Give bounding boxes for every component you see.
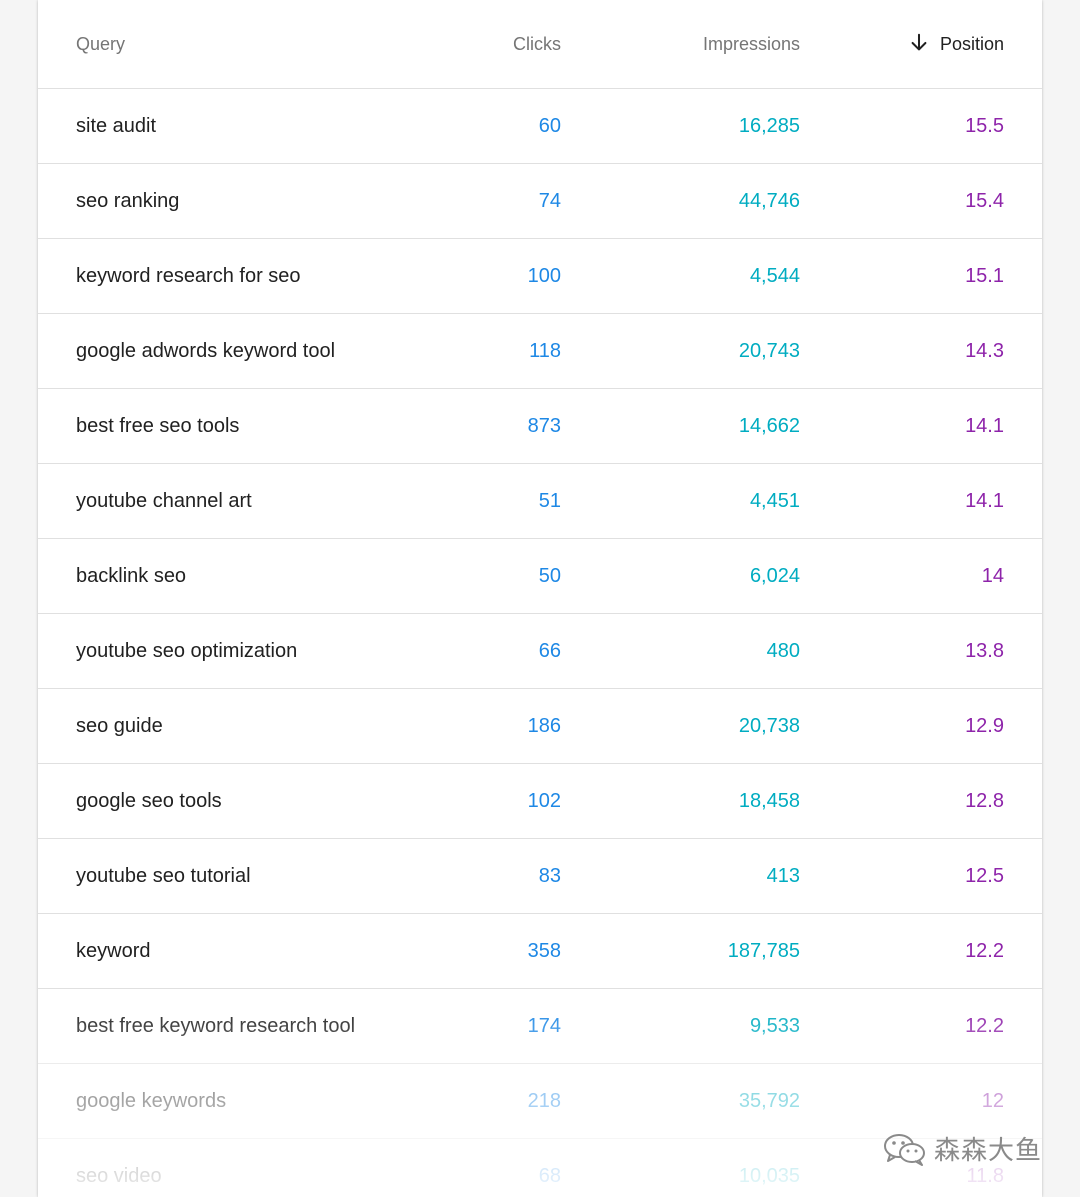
cell-position: 15.4	[965, 189, 1004, 212]
cell-query: youtube channel art	[76, 489, 252, 512]
cell-impressions: 20,738	[738, 714, 800, 737]
table-row[interactable]: youtube seo optimization 66 480 13.8	[38, 614, 1042, 689]
table-row[interactable]: best free seo tools 873 14,662 14.1	[38, 389, 1042, 464]
cell-clicks: 118	[529, 339, 561, 362]
cell-position: 14.1	[965, 414, 1004, 437]
column-header-position[interactable]: Position	[908, 0, 1004, 88]
cell-clicks: 68	[538, 1164, 561, 1187]
cell-impressions: 480	[766, 639, 800, 662]
cell-impressions: 413	[766, 864, 800, 887]
table-row[interactable]: google seo tools 102 18,458 12.8	[38, 764, 1042, 839]
column-header-query[interactable]: Query	[76, 33, 126, 54]
table-row[interactable]: keyword research for seo 100 4,544 15.1	[38, 239, 1042, 314]
table-row[interactable]: best free keyword research tool 174 9,533 1…	[38, 989, 1042, 1064]
cell-clicks: 873	[527, 414, 561, 437]
table-row[interactable]: google keywords 218 35,792 12	[38, 1064, 1042, 1139]
arrow-down-icon	[911, 33, 927, 51]
cell-query: site audit	[76, 114, 157, 137]
cell-position: 13.8	[965, 639, 1004, 662]
cell-query: youtube seo optimization	[76, 639, 298, 662]
cell-impressions: 6,024	[749, 564, 800, 587]
cell-clicks: 50	[538, 564, 561, 587]
cell-clicks: 358	[527, 939, 561, 962]
cell-clicks: 66	[538, 639, 561, 662]
table-row[interactable]: keyword 358 187,785 12.2	[38, 914, 1042, 989]
table-row[interactable]: youtube channel art 51 4,451 14.1	[38, 464, 1042, 539]
cell-position: 14.3	[965, 339, 1004, 362]
cell-impressions: 4,451	[749, 489, 800, 512]
table-row[interactable]: site audit 60 16,285 15.5	[38, 89, 1042, 164]
cell-position: 12.2	[965, 1014, 1004, 1037]
watermark: 森森大鱼	[882, 1130, 1042, 1167]
cell-clicks: 100	[527, 264, 561, 287]
column-header-impressions[interactable]: Impressions	[702, 33, 800, 54]
cell-clicks: 74	[538, 189, 561, 212]
cell-query: youtube seo tutorial	[76, 864, 251, 887]
queries-table-card: Query Clicks Impressions Position site a…	[38, 0, 1042, 1197]
table-row[interactable]: backlink seo 50 6,024 14	[38, 539, 1042, 614]
cell-clicks: 60	[538, 114, 561, 137]
cell-impressions: 4,544	[749, 264, 800, 287]
wechat-icon	[883, 1133, 925, 1166]
cell-impressions: 35,792	[738, 1089, 800, 1112]
cell-position: 12	[981, 1089, 1004, 1112]
table-row[interactable]: seo guide 186 20,738 12.9	[38, 689, 1042, 764]
cell-impressions: 187,785	[727, 939, 800, 962]
cell-clicks: 218	[527, 1089, 561, 1112]
cell-query: best free seo tools	[76, 414, 240, 437]
cell-query: google seo tools	[76, 789, 222, 812]
cell-impressions: 14,662	[738, 414, 800, 437]
watermark-text: 森森大鱼	[933, 1136, 1042, 1166]
cell-clicks: 102	[527, 789, 561, 812]
table-row[interactable]: seo ranking 74 44,746 15.4	[38, 164, 1042, 239]
cell-clicks: 174	[527, 1014, 561, 1037]
cell-impressions: 44,746	[738, 189, 800, 212]
cell-position: 12.2	[965, 939, 1004, 962]
cell-query: seo guide	[76, 714, 163, 737]
cell-query: google keywords	[76, 1089, 227, 1112]
cell-position: 12.5	[965, 864, 1004, 887]
cell-clicks: 51	[538, 489, 561, 512]
cell-query: best free keyword research tool	[76, 1014, 356, 1037]
column-header-clicks[interactable]: Clicks	[513, 33, 561, 54]
cell-impressions: 16,285	[738, 114, 800, 137]
table-body: site audit 60 16,285 15.5 seo ranking 74 44,74…	[38, 89, 1042, 1197]
cell-position: 14.1	[965, 489, 1004, 512]
cell-query: backlink seo	[76, 564, 187, 587]
cell-position: 15.5	[965, 114, 1004, 137]
cell-impressions: 10,035	[738, 1164, 800, 1187]
column-header-position-label: Position	[939, 33, 1004, 54]
cell-impressions: 18,458	[738, 789, 800, 812]
cell-query: seo video	[76, 1164, 162, 1187]
cell-position: 12.9	[965, 714, 1004, 737]
cell-query: google adwords keyword tool	[76, 339, 336, 362]
cell-position: 14	[981, 564, 1004, 587]
table-header: Query Clicks Impressions Position	[38, 0, 1042, 89]
cell-clicks: 186	[527, 714, 561, 737]
cell-impressions: 20,743	[738, 339, 800, 362]
cell-query: seo ranking	[76, 189, 180, 212]
table-row[interactable]: youtube seo tutorial 83 413 12.5	[38, 839, 1042, 914]
table-row[interactable]: google adwords keyword tool 118 20,743 14.3	[38, 314, 1042, 389]
cell-query: keyword research for seo	[76, 264, 301, 287]
cell-query: keyword	[76, 939, 151, 962]
cell-impressions: 9,533	[749, 1014, 800, 1037]
cell-position: 12.8	[965, 789, 1004, 812]
cell-clicks: 83	[538, 864, 561, 887]
cell-position: 15.1	[965, 264, 1004, 287]
